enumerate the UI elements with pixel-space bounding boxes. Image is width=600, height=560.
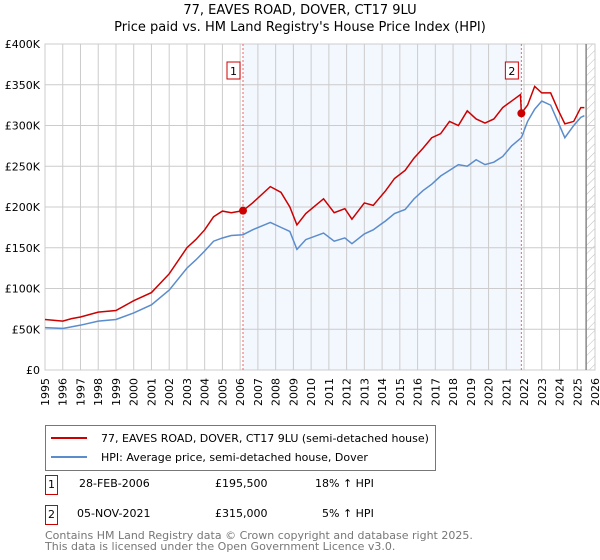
x-tick-label: 2024 [554, 378, 567, 406]
legend-item-property: 77, EAVES ROAD, DOVER, CT17 9LU (semi-de… [46, 429, 429, 447]
y-tick-label: £300K [5, 120, 41, 133]
sale-point-1 [239, 206, 247, 215]
x-tick-label: 1995 [39, 378, 52, 406]
y-tick-label: £150K [5, 242, 41, 255]
chart-subtitle: Price paid vs. HM Land Registry's House … [114, 20, 486, 35]
sale-price: £315,000 [215, 507, 268, 520]
legend-swatch-blue [51, 456, 87, 458]
x-tick-label: 2010 [305, 378, 318, 406]
sale-label-2: 2 [508, 65, 515, 78]
x-tick-label: 2017 [429, 378, 442, 406]
x-tick-label: 2012 [341, 378, 354, 406]
x-tick-label: 2008 [270, 378, 283, 406]
footer-licence: This data is licensed under the Open Gov… [45, 540, 396, 553]
sale-label-box-2 [504, 61, 519, 80]
hpi-line [44, 100, 585, 330]
x-tick-label: 2013 [358, 378, 371, 406]
x-tick-label: 2006 [234, 378, 247, 406]
y-tick-label: £200K [5, 201, 41, 214]
x-tick-label: 1999 [110, 378, 123, 406]
x-tick-label: 2025 [571, 378, 584, 406]
legend: 77, EAVES ROAD, DOVER, CT17 9LU (semi-de… [45, 425, 436, 471]
sale-hpi-diff: 5% ↑ HPI [322, 507, 374, 520]
x-tick-label: 2000 [128, 378, 141, 406]
footer: Contains HM Land Registry data © Crown c… [45, 530, 473, 552]
sale-label-1: 1 [230, 65, 237, 78]
x-tick-label: 2023 [536, 378, 549, 406]
x-tick-label: 2015 [394, 378, 407, 406]
sale-date: 05-NOV-2021 [77, 507, 151, 520]
x-tick-label: 2018 [447, 378, 460, 406]
x-tick-label: 2003 [181, 378, 194, 406]
x-tick-label: 2009 [287, 378, 300, 406]
x-tick-label: 2014 [376, 378, 389, 406]
sale-marker-badge: 2 [45, 505, 58, 525]
x-tick-label: 2001 [145, 378, 158, 406]
x-tick-label: 2026 [589, 378, 600, 406]
x-tick-label: 2007 [252, 378, 265, 406]
x-tick-label: 1996 [57, 378, 70, 406]
sale-marker-badge: 1 [45, 475, 58, 495]
y-tick-label: £350K [5, 79, 41, 92]
y-tick-label: £250K [5, 160, 41, 173]
sale-label-box-1 [226, 61, 241, 80]
x-tick-label: 2020 [483, 378, 496, 406]
chart-title: 77, EAVES ROAD, DOVER, CT17 9LU [183, 3, 417, 18]
x-tick-label: 2019 [465, 378, 478, 406]
sale-point-2 [517, 109, 526, 118]
x-tick-label: 2005 [216, 378, 229, 406]
y-tick-label: £0 [26, 364, 40, 377]
sale-hpi-diff: 18% ↑ HPI [315, 477, 374, 490]
y-tick-label: £50K [12, 323, 41, 336]
y-tick-label: £100K [5, 283, 41, 296]
sale-price: £195,500 [215, 477, 268, 490]
x-tick-label: 2022 [518, 378, 531, 406]
legend-item-hpi: HPI: Average price, semi-detached house,… [46, 448, 368, 466]
legend-label: 77, EAVES ROAD, DOVER, CT17 9LU (semi-de… [101, 431, 429, 445]
sale-date: 28-FEB-2006 [79, 477, 150, 490]
x-tick-label: 2011 [323, 378, 336, 406]
x-tick-label: 2021 [500, 378, 513, 406]
x-tick-label: 2004 [199, 378, 212, 406]
x-tick-label: 2002 [163, 378, 176, 406]
legend-swatch-red [51, 437, 87, 439]
legend-label: HPI: Average price, semi-detached house,… [101, 450, 368, 464]
x-tick-label: 2016 [412, 378, 425, 406]
x-tick-label: 1998 [92, 378, 105, 406]
y-tick-label: £400K [5, 38, 41, 51]
price-chart: 1995 1996 1997 1998 1999 2000 2001 2002 2003 2004… [5, 38, 600, 406]
x-tick-label: 1997 [74, 378, 87, 406]
plot-border [44, 43, 596, 371]
footer-copyright: Contains HM Land Registry data © Crown c… [45, 529, 473, 542]
